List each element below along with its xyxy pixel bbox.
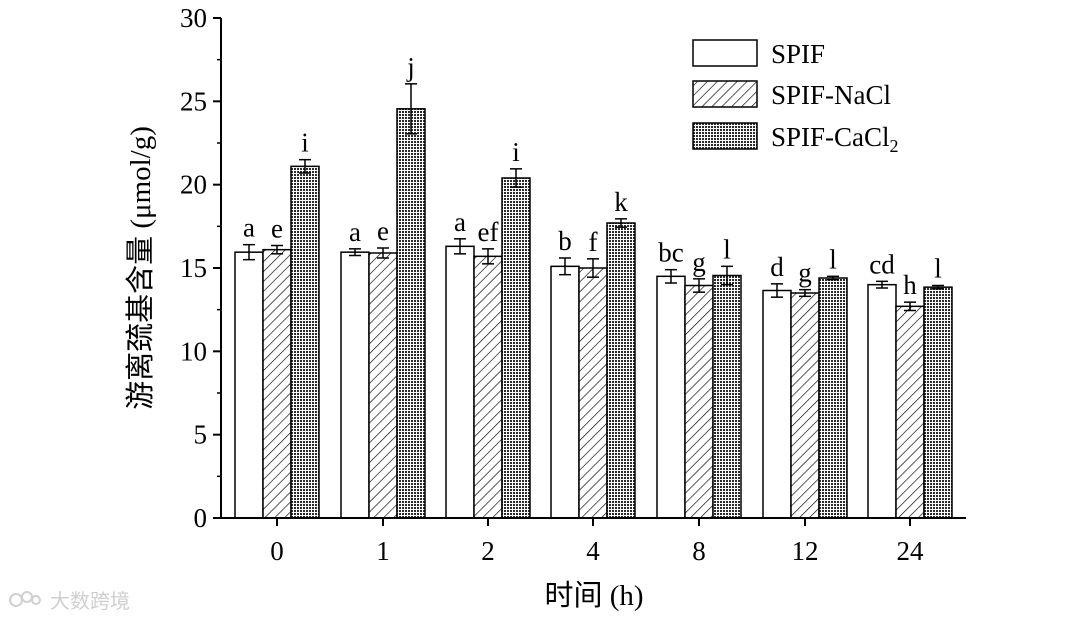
bar-spif-nacl-8 (684, 284, 714, 519)
error-bar-spif-2 (454, 238, 466, 255)
x-tick-label: 4 (586, 536, 600, 566)
significance-letter-spif-nacl-2: ef (478, 217, 499, 247)
significance-letter-spif-nacl-0: e (271, 214, 283, 244)
x-tick-label: 12 (792, 536, 819, 566)
significance-letter-spif-cacl2-8: l (723, 234, 731, 264)
significance-letter-spif-cacl2-1: j (406, 52, 415, 82)
significance-letter-spif-2: a (454, 207, 466, 237)
x-axis-title: 时间 (h) (544, 579, 643, 612)
error-bar-spif-nacl-4 (587, 258, 599, 278)
legend-swatch-spif-nacl (692, 80, 758, 108)
significance-letter-spif-cacl2-4: k (614, 187, 628, 217)
bar-spif-nacl-0 (262, 248, 292, 519)
significance-letter-spif-8: bc (658, 238, 684, 268)
error-bar-spif-nacl-1 (377, 247, 389, 259)
bar-spif-4 (550, 265, 580, 519)
x-tick-label: 8 (692, 536, 706, 566)
watermark: 大数跨境 (9, 589, 130, 613)
bars-layer (234, 108, 953, 519)
error-bar-spif-24 (876, 280, 888, 289)
y-tick-label: 30 (180, 3, 207, 33)
legend-item-spif: SPIF (692, 39, 825, 69)
bar-spif-cacl2-4 (606, 222, 636, 519)
bar-spif-24 (867, 283, 897, 519)
significance-letter-spif-cacl2-2: i (512, 137, 520, 167)
bar-spif-2 (445, 245, 475, 519)
error-bar-spif-nacl-8 (693, 278, 705, 293)
significance-letter-spif-nacl-8: g (692, 247, 706, 277)
significance-letter-spif-cacl2-0: i (301, 128, 309, 158)
significance-letter-spif-cacl2-12: l (829, 244, 837, 274)
bar-spif-12 (762, 289, 792, 519)
bar-spif-1 (340, 251, 370, 519)
significance-letter-spif-nacl-1: e (377, 216, 389, 246)
x-tick-label: 1 (376, 536, 390, 566)
bar-spif-cacl2-12 (818, 277, 848, 519)
error-bar-spif-1 (349, 248, 361, 257)
significance-letter-spif-cacl2-24: l (934, 254, 942, 284)
bar-spif-cacl2-1 (396, 108, 426, 519)
significance-letter-spif-nacl-12: g (798, 258, 812, 288)
y-tick-label: 25 (180, 86, 207, 116)
x-tick-label: 24 (897, 536, 925, 566)
error-bar-spif-cacl2-12 (827, 275, 839, 281)
error-bars-layer (243, 83, 944, 312)
x-tick-label: 0 (270, 536, 284, 566)
y-ticks: 0 5 10 15 20 25 30 (180, 3, 221, 533)
error-bar-spif-nacl-12 (799, 288, 811, 298)
y-tick-label: 0 (194, 503, 208, 533)
legend-swatch-spif (692, 39, 758, 67)
legend-label-spif-cacl2: SPIF-CaCl2 (771, 122, 899, 156)
legend-item-spif-nacl: SPIF-NaCl (692, 80, 891, 110)
error-bar-spif-4 (559, 257, 571, 276)
significance-letter-spif-24: cd (869, 249, 895, 279)
x-ticks: 0 1 2 4 8 12 24 (270, 518, 924, 566)
bar-spif-nacl-4 (578, 267, 608, 519)
significance-letter-spif-0: a (243, 213, 255, 243)
bar-spif-nacl-12 (790, 292, 820, 519)
legend-swatch-spif-cacl2 (692, 122, 758, 150)
error-bar-spif-cacl2-1 (405, 83, 417, 135)
error-bar-spif-cacl2-4 (615, 218, 627, 228)
significance-letter-spif-nacl-4: f (589, 227, 598, 257)
bar-spif-0 (234, 251, 264, 519)
y-tick-label: 5 (194, 420, 208, 450)
legend-label-spif-nacl: SPIF-NaCl (771, 80, 891, 110)
watermark-text: 大数跨境 (50, 589, 130, 613)
significance-letter-spif-12: d (770, 252, 784, 282)
error-bar-spif-nacl-2 (482, 248, 494, 265)
bar-spif-nacl-1 (368, 252, 398, 519)
legend-label-spif: SPIF (771, 39, 825, 69)
error-bar-spif-8 (665, 268, 677, 284)
y-tick-label: 15 (180, 253, 207, 283)
error-bar-spif-nacl-0 (271, 244, 283, 255)
y-tick-label: 10 (180, 336, 207, 366)
y-tick-label: 20 (180, 170, 207, 200)
error-bar-spif-nacl-24 (904, 301, 916, 312)
significance-letter-spif-4: b (558, 226, 572, 256)
bar-spif-cacl2-2 (501, 177, 531, 519)
significance-letter-spif-nacl-24: h (903, 270, 917, 300)
y-axis-title: 游离巯基含量 (μmol/g) (124, 126, 157, 410)
significance-letter-spif-1: a (349, 217, 361, 247)
error-bar-spif-cacl2-8 (721, 265, 733, 286)
legend: SPIF SPIF-NaCl SPIF-CaCl2 (692, 39, 899, 156)
bar-spif-nacl-2 (473, 255, 503, 519)
error-bar-spif-0 (243, 243, 255, 261)
legend-item-spif-cacl2: SPIF-CaCl2 (692, 122, 899, 156)
bar-spif-cacl2-24 (923, 286, 953, 519)
significance-letters-layer: a a a b bc d cd e e ef f g g h i j i k l l l (243, 52, 942, 300)
error-bar-spif-12 (771, 283, 783, 298)
error-bar-spif-cacl2-2 (510, 168, 522, 188)
x-tick-label: 2 (481, 536, 495, 566)
bar-spif-cacl2-0 (290, 165, 320, 519)
error-bar-spif-cacl2-24 (932, 284, 944, 290)
bar-spif-cacl2-8 (712, 274, 742, 519)
bar-spif-nacl-24 (895, 305, 925, 519)
watermark-logo-icon (9, 591, 41, 607)
bar-spif-8 (656, 275, 686, 519)
error-bar-spif-cacl2-0 (299, 158, 311, 174)
